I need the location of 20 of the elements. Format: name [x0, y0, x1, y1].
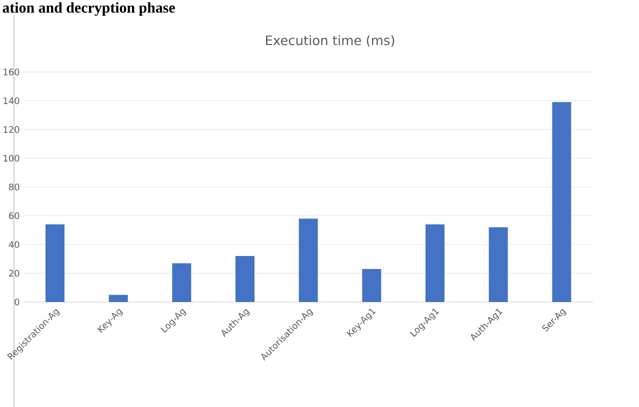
bar — [236, 256, 254, 302]
bar — [552, 102, 572, 302]
y-tick-label: 160 — [4, 68, 20, 76]
text: ation and decryption phase — [2, 2, 175, 16]
y-tick-label: 120 — [4, 126, 20, 133]
bar — [46, 224, 64, 302]
chart-title: Execution time (ms) — [266, 35, 394, 47]
y-tick-label: 60 — [9, 212, 20, 220]
y-tick-label: 80 — [9, 184, 20, 190]
y-tick-label: 20 — [9, 270, 20, 277]
y-tick-label: 40 — [8, 241, 20, 248]
y-tick-label: 140 — [4, 97, 20, 104]
bar — [426, 224, 444, 302]
bar — [298, 218, 318, 302]
bar — [108, 294, 128, 302]
bar — [362, 268, 382, 302]
y-tick-label: 100 — [4, 154, 20, 162]
y-tick-label: 0 — [14, 298, 20, 306]
bar — [172, 263, 192, 302]
bar — [488, 227, 508, 302]
